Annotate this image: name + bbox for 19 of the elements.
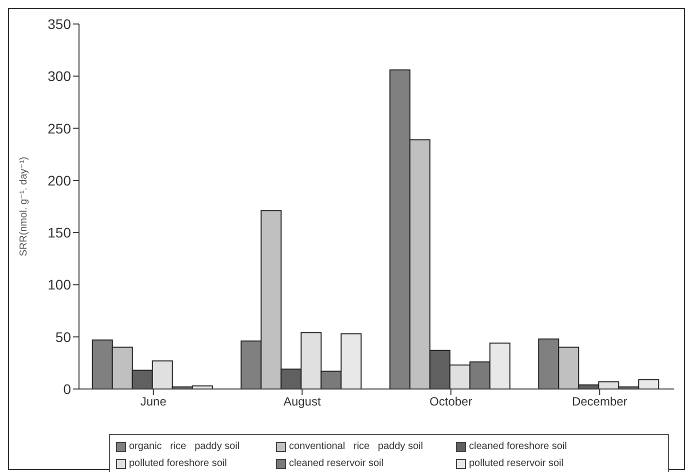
legend-label: polluted reservoir soil: [468, 458, 564, 469]
y-axis-title: SRR(nmol. g⁻¹. day⁻¹): [18, 156, 30, 256]
legend-label: polluted foreshore soil: [128, 458, 228, 469]
y-tick-label: 0: [63, 380, 72, 397]
y-tick-label: 50: [55, 328, 72, 345]
legend-label: cleaned foreshore soil: [468, 441, 568, 452]
y-tick-label: 150: [48, 224, 72, 241]
y-tick-label: 300: [48, 68, 72, 84]
legend-label: organic rice paddy soil: [128, 441, 241, 452]
x-tick-label: August: [283, 394, 322, 409]
y-tick-label: 100: [48, 276, 72, 293]
y-tick-label: 200: [48, 172, 72, 188]
y-tick-label: 350: [48, 16, 72, 32]
x-tick-label: June: [140, 394, 167, 409]
x-tick-label: December: [572, 394, 628, 409]
legend-label: conventional rice paddy soil: [288, 441, 424, 452]
y-tick-label: 250: [48, 120, 72, 136]
legend-label: cleaned reservoir soil: [288, 458, 384, 469]
x-tick-label: October: [430, 394, 472, 409]
